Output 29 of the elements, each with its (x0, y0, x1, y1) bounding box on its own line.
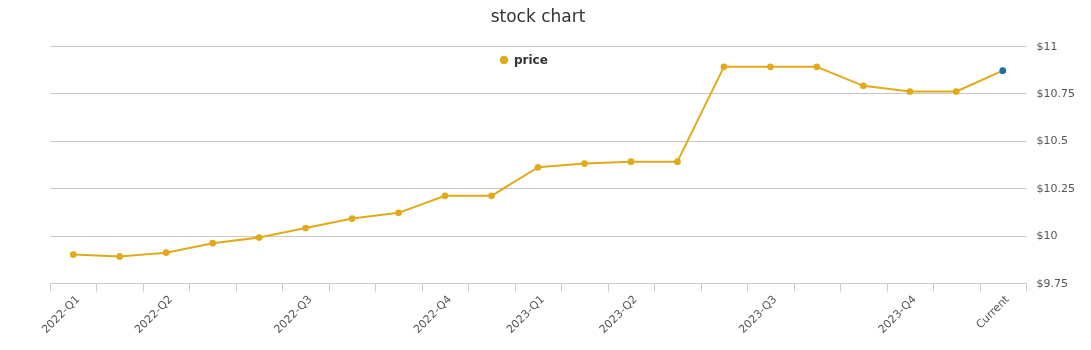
point (952, 88, 960, 95)
y-tick-label: $10.75 (1036, 86, 1075, 100)
point (767, 63, 774, 71)
point (441, 192, 449, 200)
point (116, 253, 124, 260)
point (348, 215, 356, 222)
point (488, 192, 495, 200)
point (395, 209, 402, 217)
point (859, 82, 867, 90)
point (674, 158, 681, 165)
point (255, 234, 263, 241)
point (627, 158, 635, 165)
point (999, 67, 1007, 74)
point (162, 249, 170, 257)
chart-title: stock chart (490, 6, 586, 26)
y-tick-label: $11 (1036, 39, 1058, 53)
legend-label: price (514, 53, 548, 67)
point (534, 164, 542, 171)
point (69, 251, 77, 258)
y-tick-label: $10.25 (1036, 181, 1075, 195)
y-tick-label: $9.75 (1036, 276, 1068, 290)
point (720, 63, 728, 71)
point (813, 63, 821, 71)
y-tick-label: $10 (1036, 229, 1058, 243)
y-tick-label: $10.5 (1036, 134, 1068, 148)
point (302, 224, 309, 232)
point (906, 88, 914, 95)
point (209, 239, 217, 247)
point (581, 160, 588, 167)
